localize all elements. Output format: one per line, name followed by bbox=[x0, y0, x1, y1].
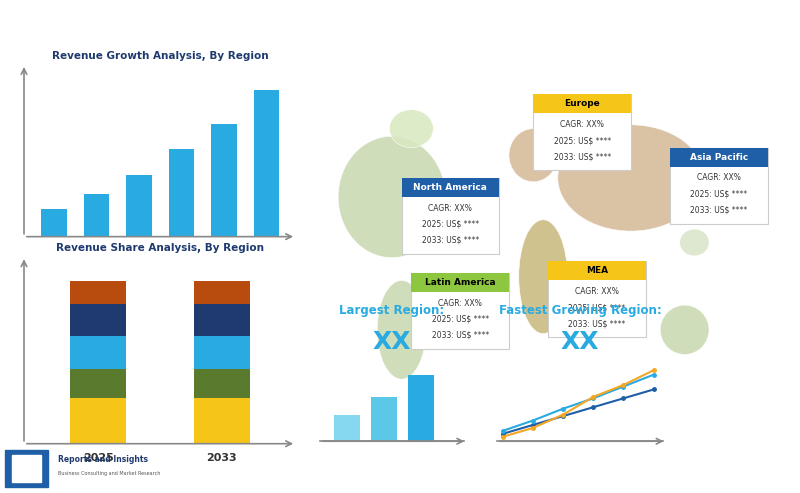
Bar bbox=[534, 95, 631, 171]
Ellipse shape bbox=[509, 129, 558, 182]
Ellipse shape bbox=[660, 305, 709, 354]
Text: MEA: MEA bbox=[586, 267, 608, 276]
Bar bbox=[411, 273, 509, 292]
Text: Europe: Europe bbox=[564, 100, 600, 108]
Bar bbox=[70, 304, 126, 336]
Text: Latin America: Latin America bbox=[425, 278, 495, 287]
Text: Fastest Growing Region:: Fastest Growing Region: bbox=[498, 304, 662, 317]
Bar bbox=[548, 261, 646, 281]
Ellipse shape bbox=[558, 125, 704, 231]
Bar bbox=[194, 369, 250, 398]
Bar bbox=[70, 336, 126, 369]
Text: Largest Region:: Largest Region: bbox=[339, 304, 445, 317]
Text: 2025: US$ ****: 2025: US$ **** bbox=[422, 220, 479, 229]
Text: Business Consulting and Market Research: Business Consulting and Market Research bbox=[58, 471, 160, 476]
Bar bbox=[534, 95, 631, 113]
Text: CAGR: XX%: CAGR: XX% bbox=[560, 120, 604, 129]
Bar bbox=[70, 281, 126, 304]
Ellipse shape bbox=[338, 136, 446, 258]
Bar bbox=[254, 90, 279, 237]
Text: CAGR: XX%: CAGR: XX% bbox=[429, 204, 472, 213]
Title: Revenue Growth Analysis, By Region: Revenue Growth Analysis, By Region bbox=[52, 51, 268, 61]
Text: 2025: US$ ****: 2025: US$ **** bbox=[554, 136, 610, 145]
Bar bbox=[670, 147, 768, 167]
Bar bbox=[334, 415, 360, 441]
Text: CAGR: XX%: CAGR: XX% bbox=[697, 174, 741, 182]
Text: Asia Pacific: Asia Pacific bbox=[690, 153, 748, 162]
Ellipse shape bbox=[390, 109, 434, 147]
Bar bbox=[548, 261, 646, 337]
Text: 2025: US$ ****: 2025: US$ **** bbox=[690, 189, 747, 198]
Ellipse shape bbox=[680, 229, 709, 256]
Bar bbox=[194, 281, 250, 304]
Text: XX: XX bbox=[561, 330, 599, 354]
Bar bbox=[70, 398, 126, 444]
Bar bbox=[411, 273, 509, 349]
Text: GLOBAL NARROWBODY AIRCRAFT MRO MARKET REGIONAL LEVEL ANALYSIS: GLOBAL NARROWBODY AIRCRAFT MRO MARKET RE… bbox=[12, 22, 636, 37]
Bar bbox=[194, 304, 250, 336]
Bar bbox=[408, 375, 434, 441]
Bar bbox=[70, 369, 126, 398]
Text: Reports and Insights: Reports and Insights bbox=[58, 455, 147, 463]
Bar bbox=[169, 149, 194, 237]
Text: 2033: US$ ****: 2033: US$ **** bbox=[690, 205, 747, 214]
Bar bbox=[371, 397, 397, 441]
Text: CAGR: XX%: CAGR: XX% bbox=[438, 299, 482, 308]
Bar bbox=[211, 124, 237, 237]
Bar bbox=[12, 455, 41, 482]
Bar bbox=[194, 398, 250, 444]
Bar bbox=[83, 194, 109, 237]
Text: 2033: US$ ****: 2033: US$ **** bbox=[422, 236, 479, 245]
Text: North America: North America bbox=[414, 183, 487, 192]
Ellipse shape bbox=[378, 281, 426, 379]
Text: 2033: US$ ****: 2033: US$ **** bbox=[568, 319, 626, 328]
Bar bbox=[126, 175, 151, 237]
Text: 2033: US$ ****: 2033: US$ **** bbox=[431, 331, 489, 340]
Bar bbox=[402, 178, 499, 197]
Bar bbox=[402, 178, 499, 254]
Text: 2025: US$ ****: 2025: US$ **** bbox=[431, 315, 489, 323]
Text: 2033: US$ ****: 2033: US$ **** bbox=[554, 152, 610, 161]
Ellipse shape bbox=[518, 220, 567, 334]
Text: 2025: US$ ****: 2025: US$ **** bbox=[568, 303, 626, 312]
Bar bbox=[41, 209, 66, 237]
Text: XX: XX bbox=[373, 330, 411, 354]
Bar bbox=[5, 450, 48, 487]
Title: Revenue Share Analysis, By Region: Revenue Share Analysis, By Region bbox=[56, 243, 264, 253]
Text: CAGR: XX%: CAGR: XX% bbox=[575, 287, 618, 296]
Bar bbox=[194, 336, 250, 369]
Bar bbox=[670, 147, 768, 223]
